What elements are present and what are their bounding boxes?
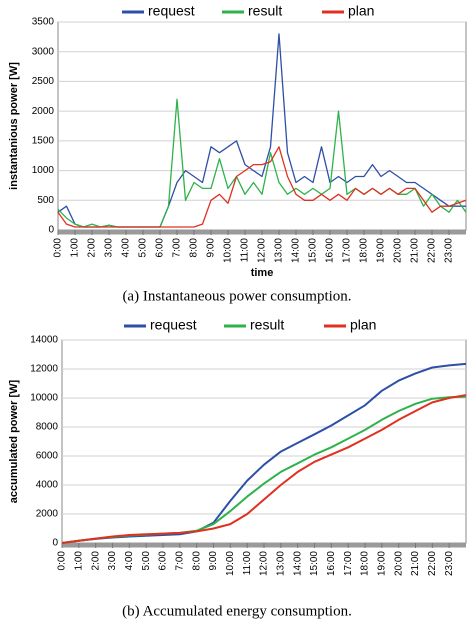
x-tick-label: 14:00	[291, 238, 302, 263]
x-tick-label: 3:00	[104, 238, 115, 258]
x-tick-label: 23:00	[444, 238, 455, 263]
x-tick-label: 11:00	[240, 238, 251, 263]
y-tick-label: 2500	[32, 76, 55, 87]
x-tick-label: 6:00	[158, 551, 169, 571]
y-tick-label: 2000	[32, 106, 55, 117]
x-tick-label: 21:00	[410, 238, 421, 263]
y-axis-label: instantanious power [W]	[8, 62, 20, 190]
legend-label: request	[150, 317, 197, 333]
x-tick-label: 20:00	[393, 551, 404, 576]
x-tick-label: 8:00	[191, 551, 202, 571]
x-tick-label: 5:00	[138, 238, 149, 258]
x-tick-label: 16:00	[326, 551, 337, 576]
series-line	[57, 146, 467, 228]
y-tick-label: 4000	[36, 480, 59, 491]
x-tick-label: 0:00	[53, 238, 64, 258]
x-tick-label: 16:00	[325, 238, 336, 263]
y-axis-label: accumulated power [W]	[8, 379, 20, 503]
x-tick-label: 7:00	[172, 238, 183, 258]
legend-label: plan	[350, 317, 376, 333]
x-tick-label: 21:00	[410, 551, 421, 576]
y-tick-label: 1500	[32, 135, 55, 146]
x-tick-label: 4:00	[124, 551, 135, 571]
y-tick-label: 6000	[36, 451, 59, 462]
x-tick-label: 10:00	[225, 551, 236, 576]
x-tick-label: 4:00	[121, 238, 132, 258]
legend-label: plan	[348, 3, 374, 19]
series-line	[61, 394, 467, 544]
x-tick-label: 15:00	[308, 238, 319, 263]
x-tick-label: 22:00	[427, 551, 438, 576]
x-tick-label: 11:00	[242, 551, 253, 576]
y-tick-label: 10000	[30, 393, 58, 404]
y-tick-label: 0	[48, 225, 54, 236]
x-tick-label: 5:00	[141, 551, 152, 571]
x-tick-label: 1:00	[70, 238, 81, 258]
x-tick-label: 0:00	[57, 551, 68, 571]
caption: (a) Instantaneous power consumption.	[122, 288, 351, 304]
x-axis-label: time	[251, 267, 274, 279]
x-tick-label: 22:00	[427, 238, 438, 263]
x-tick-label: 13:00	[274, 238, 285, 263]
x-tick-label: 3:00	[107, 551, 118, 571]
legend-label: request	[148, 3, 195, 19]
x-tick-label: 19:00	[376, 551, 387, 576]
x-tick-label: 14:00	[292, 551, 303, 576]
x-tick-label: 18:00	[359, 238, 370, 263]
y-tick-label: 1000	[32, 165, 55, 176]
x-tick-label: 6:00	[155, 238, 166, 258]
y-tick-label: 12000	[30, 364, 58, 375]
x-tick-label: 1:00	[73, 551, 84, 571]
plot-area	[61, 339, 467, 544]
x-tick-label: 19:00	[376, 238, 387, 263]
caption: (b) Accumulated energy consumption.	[122, 603, 352, 619]
y-tick-label: 3500	[32, 17, 55, 28]
x-tick-label: 15:00	[309, 551, 320, 576]
y-tick-label: 3000	[32, 46, 55, 57]
x-tick-label: 20:00	[393, 238, 404, 263]
x-tick-label: 2:00	[90, 551, 101, 571]
y-tick-label: 14000	[30, 335, 58, 346]
x-tick-label: 17:00	[343, 551, 354, 576]
legend-label: result	[250, 317, 284, 333]
x-tick-label: 7:00	[174, 551, 185, 571]
plot-area	[57, 21, 467, 231]
y-tick-label: 8000	[36, 422, 59, 433]
x-tick-label: 2:00	[87, 238, 98, 258]
x-tick-label: 12:00	[259, 551, 270, 576]
x-tick-label: 8:00	[189, 238, 200, 258]
x-tick-label: 13:00	[275, 551, 286, 576]
y-tick-label: 0	[52, 538, 58, 549]
x-tick-label: 12:00	[257, 238, 268, 263]
y-tick-label: 2000	[36, 509, 59, 520]
x-tick-label: 18:00	[360, 551, 371, 576]
y-tick-label: 500	[37, 195, 54, 206]
x-tick-label: 9:00	[208, 551, 219, 571]
legend-label: result	[248, 3, 282, 19]
x-tick-label: 17:00	[342, 238, 353, 263]
x-tick-label: 10:00	[223, 238, 234, 263]
x-tick-label: 23:00	[444, 551, 455, 576]
x-tick-label: 9:00	[206, 238, 217, 258]
